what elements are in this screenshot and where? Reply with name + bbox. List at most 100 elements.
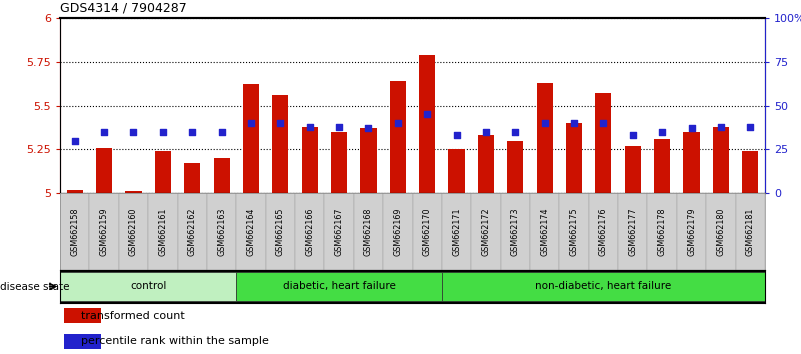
Text: GSM662164: GSM662164 <box>247 207 256 256</box>
Point <box>68 138 81 143</box>
Bar <box>647 193 677 270</box>
Text: GSM662162: GSM662162 <box>187 207 197 256</box>
Bar <box>155 151 171 193</box>
Point <box>244 120 257 126</box>
Point <box>656 129 669 135</box>
Point <box>480 129 493 135</box>
Bar <box>537 83 553 193</box>
Bar <box>442 272 765 301</box>
Text: GSM662174: GSM662174 <box>540 207 549 256</box>
Bar <box>60 272 236 301</box>
Text: GSM662169: GSM662169 <box>393 207 402 256</box>
Text: disease state: disease state <box>0 281 70 291</box>
Text: GSM662159: GSM662159 <box>99 207 109 256</box>
Text: non-diabetic, heart failure: non-diabetic, heart failure <box>535 281 671 291</box>
Bar <box>677 193 706 270</box>
Bar <box>713 126 729 193</box>
Point <box>538 120 551 126</box>
Bar <box>148 193 178 270</box>
Text: GSM662172: GSM662172 <box>481 207 490 256</box>
Point <box>450 132 463 138</box>
Point <box>186 129 199 135</box>
Bar <box>471 193 501 270</box>
Point <box>274 120 287 126</box>
Bar <box>331 132 347 193</box>
Point <box>392 120 405 126</box>
Bar <box>743 151 759 193</box>
Bar <box>501 193 530 270</box>
Bar <box>272 95 288 193</box>
Bar <box>449 149 465 193</box>
Bar <box>360 128 376 193</box>
Bar <box>530 193 559 270</box>
Text: GSM662176: GSM662176 <box>599 207 608 256</box>
Text: control: control <box>130 281 167 291</box>
Text: GSM662170: GSM662170 <box>423 207 432 256</box>
Point <box>304 124 316 129</box>
Point <box>421 112 433 117</box>
Bar <box>119 193 148 270</box>
Bar <box>618 193 647 270</box>
Point <box>568 120 581 126</box>
Point <box>362 125 375 131</box>
Text: GSM662179: GSM662179 <box>687 207 696 256</box>
Bar <box>214 158 230 193</box>
Text: GSM662167: GSM662167 <box>335 207 344 256</box>
Point <box>332 124 345 129</box>
Point <box>509 129 521 135</box>
Point <box>98 129 111 135</box>
Bar <box>654 139 670 193</box>
Bar <box>625 146 641 193</box>
Bar <box>507 141 523 193</box>
Text: GSM662173: GSM662173 <box>511 207 520 256</box>
Text: GSM662161: GSM662161 <box>159 207 167 256</box>
Text: GDS4314 / 7904287: GDS4314 / 7904287 <box>60 1 187 15</box>
Bar <box>266 193 295 270</box>
Bar <box>96 148 112 193</box>
Bar <box>595 93 611 193</box>
Text: GSM662165: GSM662165 <box>276 207 285 256</box>
Bar <box>566 123 582 193</box>
Point <box>215 129 228 135</box>
Bar <box>66 189 83 193</box>
Bar <box>63 308 101 324</box>
Point <box>714 124 727 129</box>
Bar <box>236 272 442 301</box>
Point <box>744 124 757 129</box>
Bar <box>735 193 765 270</box>
Text: GSM662180: GSM662180 <box>716 207 726 256</box>
Bar <box>243 85 259 193</box>
Bar <box>295 193 324 270</box>
Bar <box>60 193 90 270</box>
Bar <box>63 333 101 349</box>
Bar <box>324 193 354 270</box>
Bar <box>390 81 406 193</box>
Bar <box>178 193 207 270</box>
Text: GSM662181: GSM662181 <box>746 207 755 256</box>
Bar <box>589 193 618 270</box>
Bar <box>126 191 142 193</box>
Point <box>127 129 140 135</box>
Text: GSM662178: GSM662178 <box>658 207 666 256</box>
Bar <box>207 193 236 270</box>
Text: GSM662168: GSM662168 <box>364 207 373 256</box>
Bar <box>706 193 735 270</box>
Text: diabetic, heart failure: diabetic, heart failure <box>283 281 396 291</box>
Bar <box>302 126 318 193</box>
Bar <box>383 193 413 270</box>
Text: GSM662163: GSM662163 <box>217 207 226 256</box>
Text: transformed count: transformed count <box>81 311 185 321</box>
Text: GSM662171: GSM662171 <box>452 207 461 256</box>
Point <box>156 129 169 135</box>
Bar <box>559 193 589 270</box>
Bar <box>90 193 119 270</box>
Bar <box>184 163 200 193</box>
Text: GSM662177: GSM662177 <box>628 207 638 256</box>
Text: percentile rank within the sample: percentile rank within the sample <box>81 336 269 346</box>
Text: GSM662160: GSM662160 <box>129 207 138 256</box>
Bar <box>442 193 471 270</box>
Point <box>685 125 698 131</box>
Bar <box>413 193 442 270</box>
Bar <box>236 193 266 270</box>
Bar <box>354 193 383 270</box>
